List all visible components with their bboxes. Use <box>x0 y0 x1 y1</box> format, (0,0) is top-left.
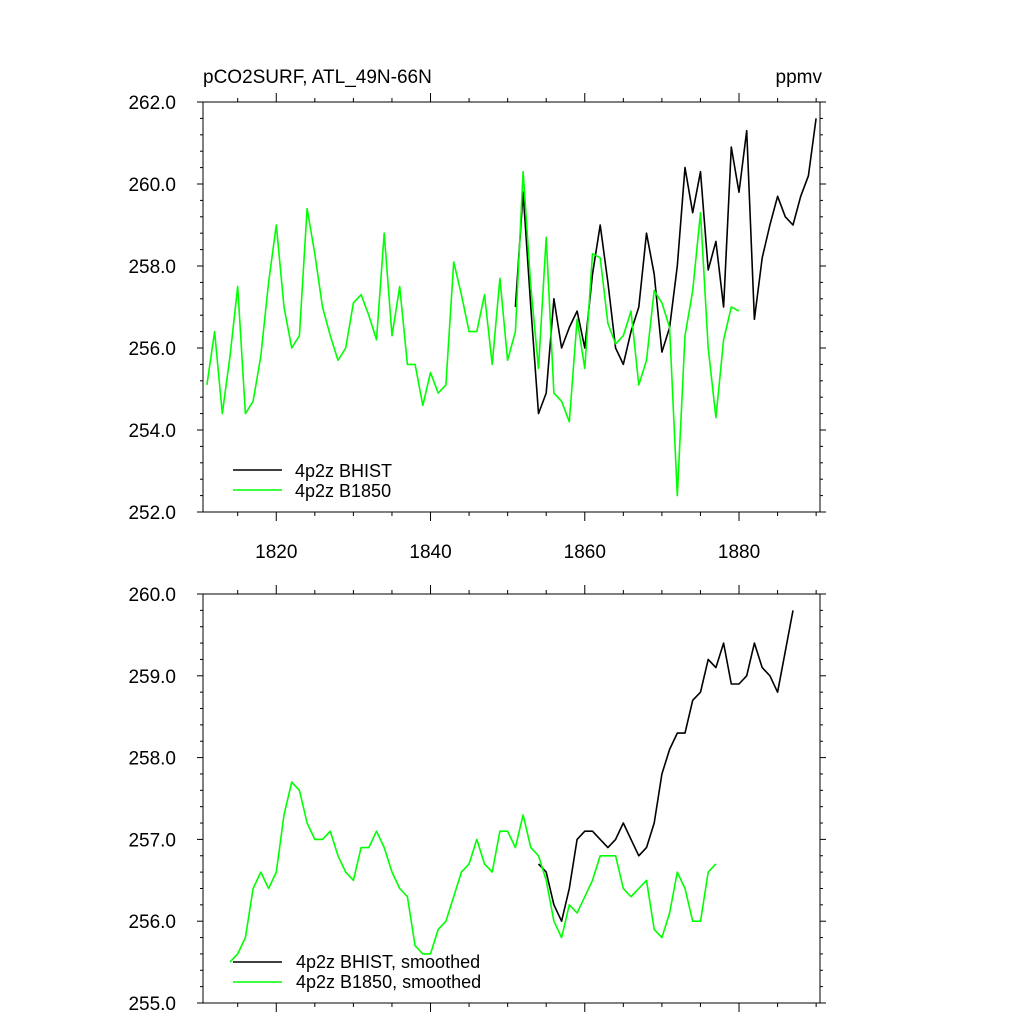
top-x-tick-label: 1860 <box>564 542 606 563</box>
bottom-y-tick-label: 259.0 <box>128 667 176 688</box>
top-title-left: pCO2SURF, ATL_49N-66N <box>203 67 432 88</box>
top-legend-label-b1850: 4p2z B1850 <box>295 481 391 501</box>
bottom-y-tick-label: 258.0 <box>128 749 176 770</box>
top-series <box>206 118 817 497</box>
top-x-tick-label: 1840 <box>409 542 451 563</box>
bottom-legend: 4p2z BHIST, smoothed 4p2z B1850, smoothe… <box>233 952 481 992</box>
top-series-line-b1850 <box>206 170 740 497</box>
bottom-legend-label-b1850: 4p2z B1850, smoothed <box>296 972 481 992</box>
top-axes: 252.0 254.0 256.0 258.0 260.0 262.0 1820 1840 18… <box>128 93 826 563</box>
bottom-y-tick-label: 255.0 <box>128 994 176 1015</box>
top-legend: 4p2z BHIST 4p2z B1850 <box>233 461 392 501</box>
bottom-y-tick-label: 260.0 <box>128 585 176 606</box>
top-title-right: ppmv <box>776 67 823 88</box>
top-series-line-bhist <box>514 118 817 415</box>
top-x-tick-label: 1820 <box>255 542 297 563</box>
bottom-panel: 255.0 256.0 257.0 258.0 259.0 260.0 4p2z BHIS… <box>128 585 826 1015</box>
bottom-y-tick-label: 256.0 <box>128 912 176 933</box>
top-y-tick-label: 254.0 <box>128 421 176 442</box>
top-plot-frame <box>202 101 821 513</box>
bottom-y-tick-label: 257.0 <box>128 830 176 851</box>
top-y-tick-label: 256.0 <box>128 339 176 360</box>
bottom-series <box>229 610 794 963</box>
top-y-tick-label: 252.0 <box>128 503 176 524</box>
top-y-tick-label: 260.0 <box>128 175 176 196</box>
bottom-legend-label-bhist: 4p2z BHIST, smoothed <box>296 952 480 972</box>
top-legend-label-bhist: 4p2z BHIST <box>295 461 392 481</box>
top-x-tick-label: 1880 <box>718 542 760 563</box>
bottom-series-line-b1850 <box>229 781 717 963</box>
top-y-tick-label: 258.0 <box>128 257 176 278</box>
bottom-axes: 255.0 256.0 257.0 258.0 259.0 260.0 <box>128 585 826 1015</box>
bottom-series-line-bhist <box>537 610 794 923</box>
top-y-tick-label: 262.0 <box>128 93 176 114</box>
top-panel: pCO2SURF, ATL_49N-66N ppmv 252.0 254.0 256… <box>128 67 826 563</box>
bottom-plot-frame <box>202 593 821 1004</box>
